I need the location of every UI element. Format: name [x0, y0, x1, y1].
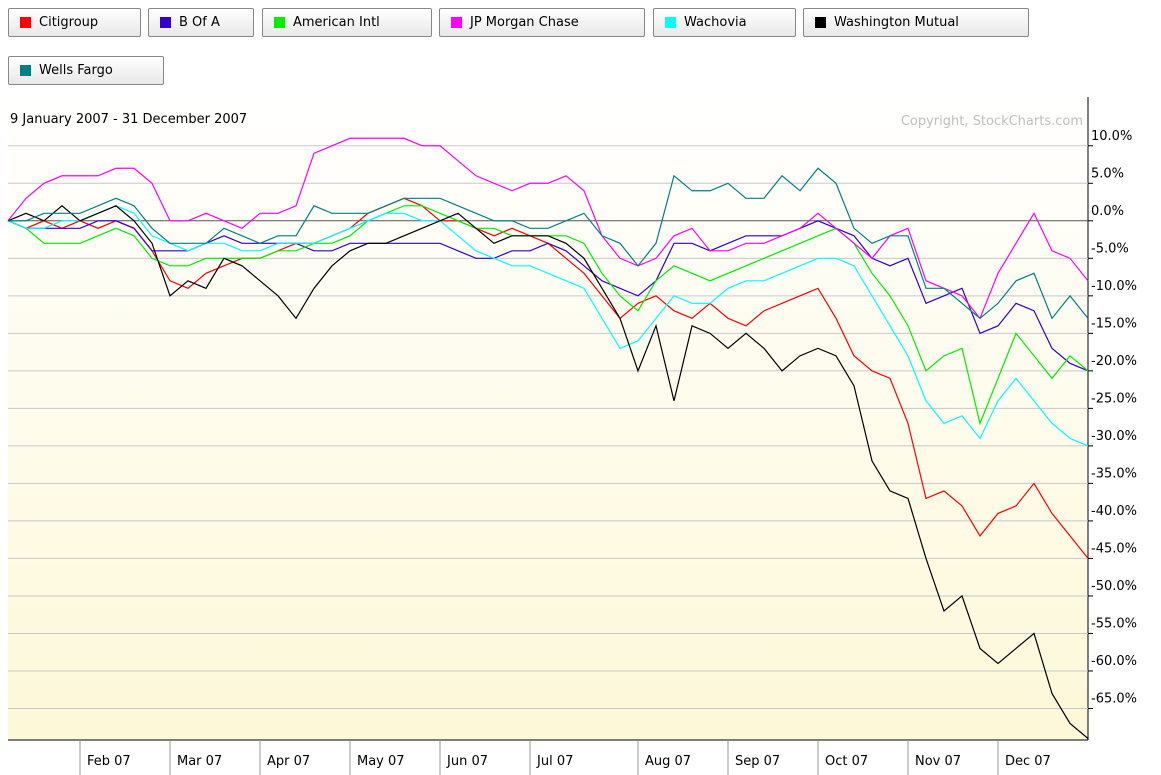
- series-line: [7, 205, 1089, 447]
- series-line: [7, 205, 1089, 739]
- series-line: [8, 167, 1089, 320]
- y-tick-label: 0.0%: [1091, 204, 1124, 219]
- x-tick-label: Oct 07: [825, 754, 868, 769]
- legend-button[interactable]: American Intl: [262, 8, 432, 37]
- y-tick-label: 5.0%: [1091, 166, 1124, 181]
- y-tick-label: -10.0%: [1091, 279, 1137, 294]
- y-tick-label: -60.0%: [1091, 654, 1137, 669]
- legend-button[interactable]: Wells Fargo: [8, 56, 164, 85]
- y-tick-label: -45.0%: [1091, 541, 1137, 556]
- y-tick-label: -5.0%: [1091, 241, 1129, 256]
- y-tick-label: -15.0%: [1091, 316, 1137, 331]
- y-tick-label: -25.0%: [1091, 391, 1137, 406]
- y-tick-label: -30.0%: [1091, 429, 1137, 444]
- legend-swatch: [160, 17, 171, 28]
- legend-swatch: [274, 17, 285, 28]
- x-tick-label: Sep 07: [735, 754, 780, 769]
- x-tick-label: Jun 07: [446, 754, 488, 769]
- copyright: Copyright, StockCharts.com: [901, 114, 1083, 129]
- legend-swatch: [20, 65, 31, 76]
- x-tick-label: Apr 07: [267, 754, 310, 769]
- legend-swatch: [665, 17, 676, 28]
- legend-button[interactable]: Wachovia: [653, 8, 796, 37]
- legend-label: Wachovia: [684, 15, 747, 30]
- plot-background: [8, 97, 1088, 740]
- legend-swatch: [451, 17, 462, 28]
- x-tick-label: Aug 07: [645, 754, 691, 769]
- legend-label: Wells Fargo: [39, 63, 113, 78]
- x-tick-label: May 07: [357, 754, 405, 769]
- y-tick-label: -35.0%: [1091, 466, 1137, 481]
- legend-swatch: [20, 17, 31, 28]
- legend-label: Washington Mutual: [834, 15, 959, 30]
- y-tick-label: -50.0%: [1091, 579, 1137, 594]
- series-line: [7, 137, 1089, 320]
- x-tick-label: Dec 07: [1005, 754, 1051, 769]
- x-tick-label: Feb 07: [87, 754, 131, 769]
- x-tick-label: Mar 07: [177, 754, 222, 769]
- legend-label: B Of A: [179, 15, 220, 30]
- legend-label: American Intl: [293, 15, 380, 30]
- y-tick-label: -65.0%: [1091, 691, 1137, 706]
- legend-button[interactable]: JP Morgan Chase: [439, 8, 645, 37]
- legend-label: JP Morgan Chase: [470, 15, 579, 30]
- y-tick-label: 10.0%: [1091, 129, 1132, 144]
- legend: Citigroup B Of A American Intl JP Morgan Ch…: [0, 0, 1161, 92]
- legend-button[interactable]: B Of A: [148, 8, 254, 37]
- legend-label: Citigroup: [39, 15, 99, 30]
- legend-swatch: [815, 17, 826, 28]
- subtitle: 9 January 2007 - 31 December 2007: [10, 112, 247, 127]
- y-tick-label: -20.0%: [1091, 354, 1137, 369]
- x-tick-label: Jul 07: [536, 754, 573, 769]
- legend-button[interactable]: Citigroup: [8, 8, 141, 37]
- y-tick-label: -40.0%: [1091, 504, 1137, 519]
- grid: [8, 145, 1088, 709]
- x-tick-label: Nov 07: [915, 754, 961, 769]
- legend-button[interactable]: Washington Mutual: [803, 8, 1029, 37]
- y-tick-label: -55.0%: [1091, 616, 1137, 631]
